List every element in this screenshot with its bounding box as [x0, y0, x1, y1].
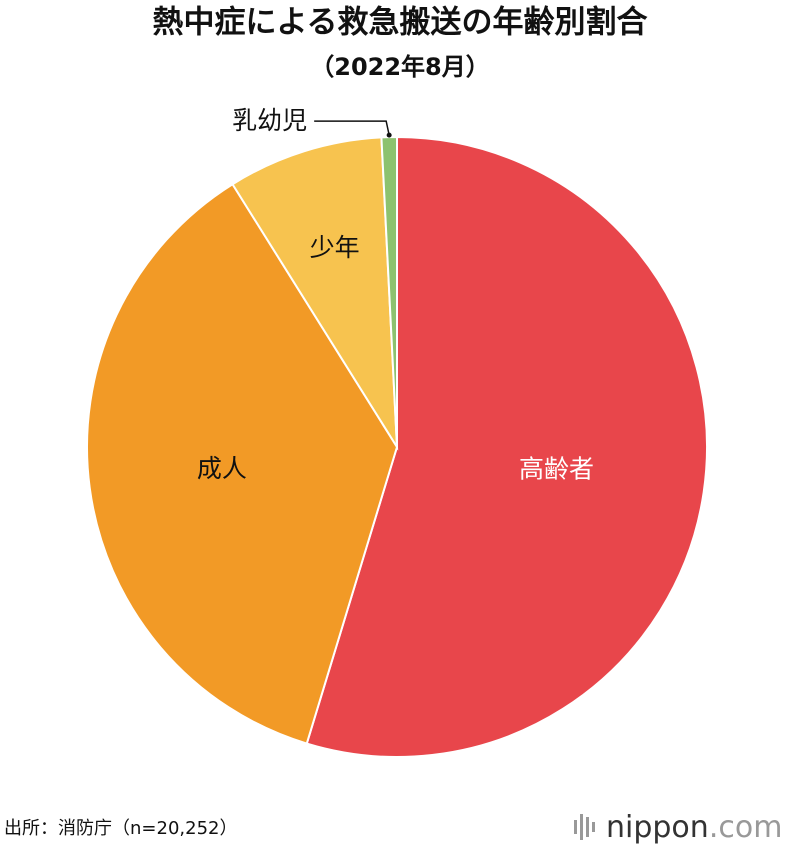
- slice-label: 乳幼児: [232, 106, 307, 135]
- source-note: 出所：消防庁（n=20,252）: [4, 818, 237, 839]
- slice-label: 成人: [197, 454, 247, 483]
- chart-title: 熱中症による救急搬送の年齢別割合: [152, 5, 647, 41]
- chart-subtitle: （2022年8月）: [310, 53, 490, 81]
- logo-icon: [574, 814, 595, 840]
- logo-text: nippon.com: [606, 810, 782, 845]
- pie-slice: [231, 136, 399, 451]
- slice-label: 高齢者: [519, 455, 594, 484]
- leader-line: [314, 120, 390, 136]
- pie-slice: [305, 135, 708, 758]
- slice-label: 少年: [310, 233, 360, 262]
- logo: nippon.com: [574, 810, 782, 845]
- logo-main: nippon: [606, 810, 709, 845]
- logo-suffix: .com: [709, 810, 783, 845]
